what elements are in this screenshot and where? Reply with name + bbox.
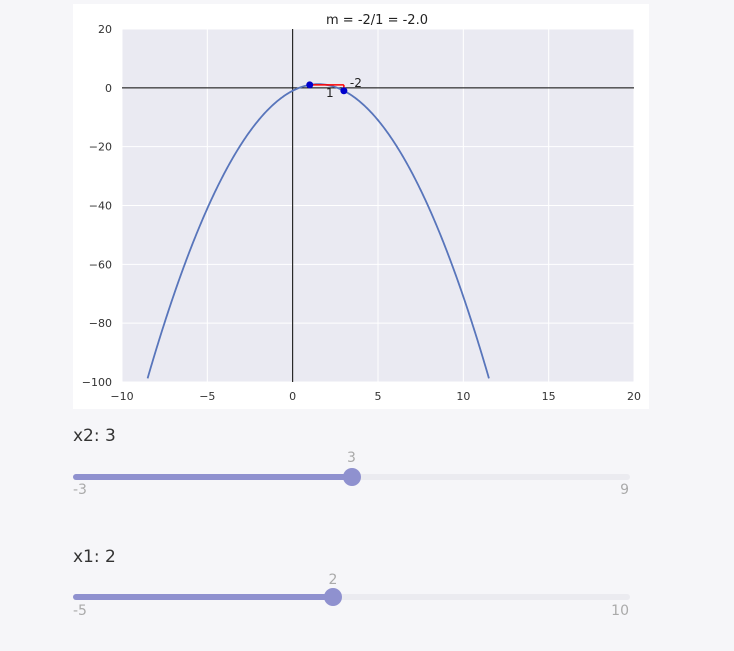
y-tick-label: −80	[89, 317, 112, 330]
y-tick-label: −100	[82, 376, 112, 389]
y-tick-label: −40	[89, 200, 112, 213]
slider-x2-handle[interactable]	[342, 468, 361, 486]
slider-x1-min: -5	[73, 603, 87, 619]
y-tick-label: 20	[98, 23, 112, 36]
slider-x2-min: -3	[73, 482, 87, 498]
plot-card: −10 −5 0 5 10 15 20 20 0 −20 −40 −60 −80 −100 m = -2/1…	[73, 4, 649, 409]
x-tick-label: 20	[627, 390, 641, 403]
x-tick-label: 10	[456, 390, 470, 403]
x-tick-label: −10	[110, 390, 133, 403]
slider-x1-label: x1: 2	[73, 547, 116, 567]
data-point	[306, 81, 314, 89]
x-tick-label: 5	[375, 390, 382, 403]
slope-run-label: 1	[326, 86, 334, 100]
slider-x2-value: 3	[347, 450, 356, 466]
slider-x1-max: 10	[611, 603, 629, 619]
slider-x1-value: 2	[328, 572, 338, 588]
slider-x2-max: 9	[620, 482, 629, 498]
slider-x1-track[interactable]	[73, 594, 630, 600]
slider-x2: x2: 3 3 -3 9	[73, 426, 633, 506]
x-tick-label: −5	[199, 390, 215, 403]
y-tick-label: −60	[89, 258, 112, 271]
slider-x1-handle[interactable]	[323, 588, 342, 606]
x-tick-label: 0	[289, 390, 296, 403]
slider-x1: x1: 2 2 -5 10	[73, 547, 633, 627]
y-tick-label: −20	[89, 141, 112, 154]
slider-x2-label: x2: 3	[73, 426, 116, 446]
slider-x1-fill	[73, 594, 333, 600]
y-tick-label: 0	[105, 82, 112, 95]
slope-rise-label: -2	[350, 76, 362, 90]
data-point	[340, 87, 348, 95]
slider-x2-fill	[73, 474, 352, 480]
parabola-chart: −10 −5 0 5 10 15 20 20 0 −20 −40 −60 −80 −100 m = -2/1…	[82, 13, 641, 403]
chart-title: m = -2/1 = -2.0	[326, 13, 428, 28]
x-tick-label: 15	[542, 390, 556, 403]
